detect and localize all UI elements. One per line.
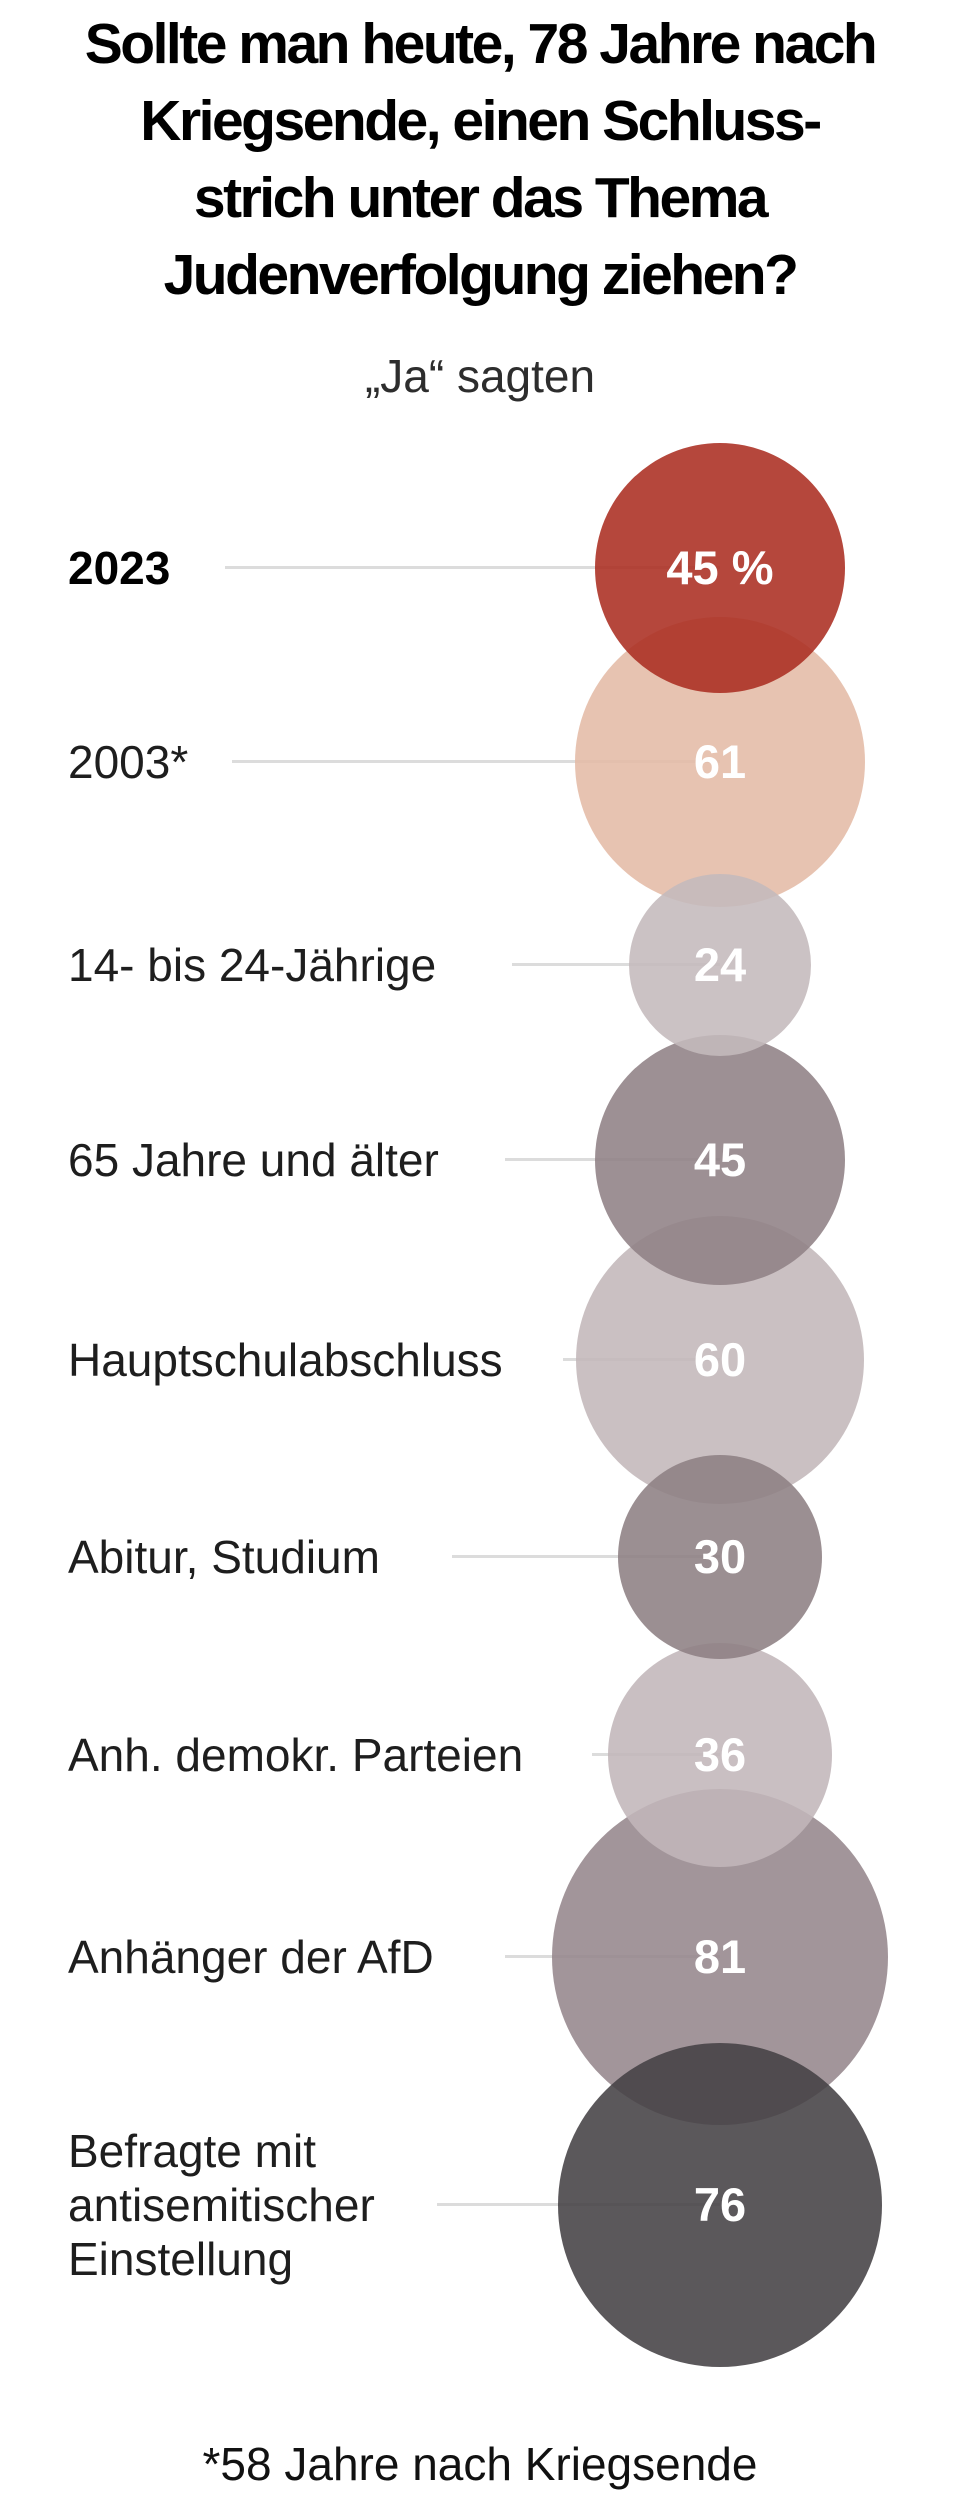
title-line-4: Judenverfolgung ziehen? [163, 243, 799, 307]
row-label-8: Anhänger der AfD [68, 1931, 434, 1983]
row-label-2: 2003* [68, 736, 189, 788]
title-line-2: Kriegsende, einen Schluss- [140, 89, 822, 153]
row-label-9: Befragte mit antisemitischer Einstellung [68, 2125, 375, 2285]
row-label-5: Hauptschulabschluss [68, 1334, 503, 1386]
bubble-value-1: 45 % [666, 541, 774, 594]
bubble-value-8: 81 [693, 1930, 747, 1983]
bubble-value-2: 61 [693, 735, 747, 788]
bubble-value-6: 30 [693, 1530, 747, 1583]
title-line-1: Sollte man heute, 78 Jahre nach [84, 12, 878, 76]
bubble-6 [618, 1455, 822, 1659]
connector-line-6 [452, 1555, 720, 1558]
bubble-7 [608, 1643, 832, 1867]
bubble-value-5: 60 [693, 1333, 747, 1386]
chart-footnote: *58 Jahre nach Kriegsende [202, 2438, 758, 2490]
title-line-3: strich unter das Thema [193, 166, 769, 230]
bubble-9 [558, 2043, 882, 2367]
chart-title: Sollte man heute, 78 Jahre nach Kriegsen… [0, 6, 960, 314]
connector-line-1 [225, 566, 720, 569]
bubble-value-3: 24 [693, 938, 747, 991]
bubble-value-7: 36 [693, 1728, 747, 1781]
bubble-4 [595, 1035, 845, 1285]
row-label-7: Anh. demokr. Parteien [68, 1729, 524, 1781]
bubble-value-9: 76 [693, 2178, 747, 2231]
bubble-1 [595, 443, 845, 693]
bubble-value-4: 45 [693, 1133, 747, 1186]
connector-line-3 [512, 963, 720, 966]
row-label-1: 2023 [68, 542, 171, 594]
bubble-3 [629, 874, 811, 1056]
row-label-4: 65 Jahre und älter [68, 1134, 439, 1186]
chart-subtitle: „Ja“ sagten [364, 350, 596, 402]
connector-line-2 [232, 760, 720, 763]
row-label-3: 14- bis 24-Jährige [68, 939, 437, 991]
row-label-6: Abitur, Studium [68, 1531, 380, 1583]
